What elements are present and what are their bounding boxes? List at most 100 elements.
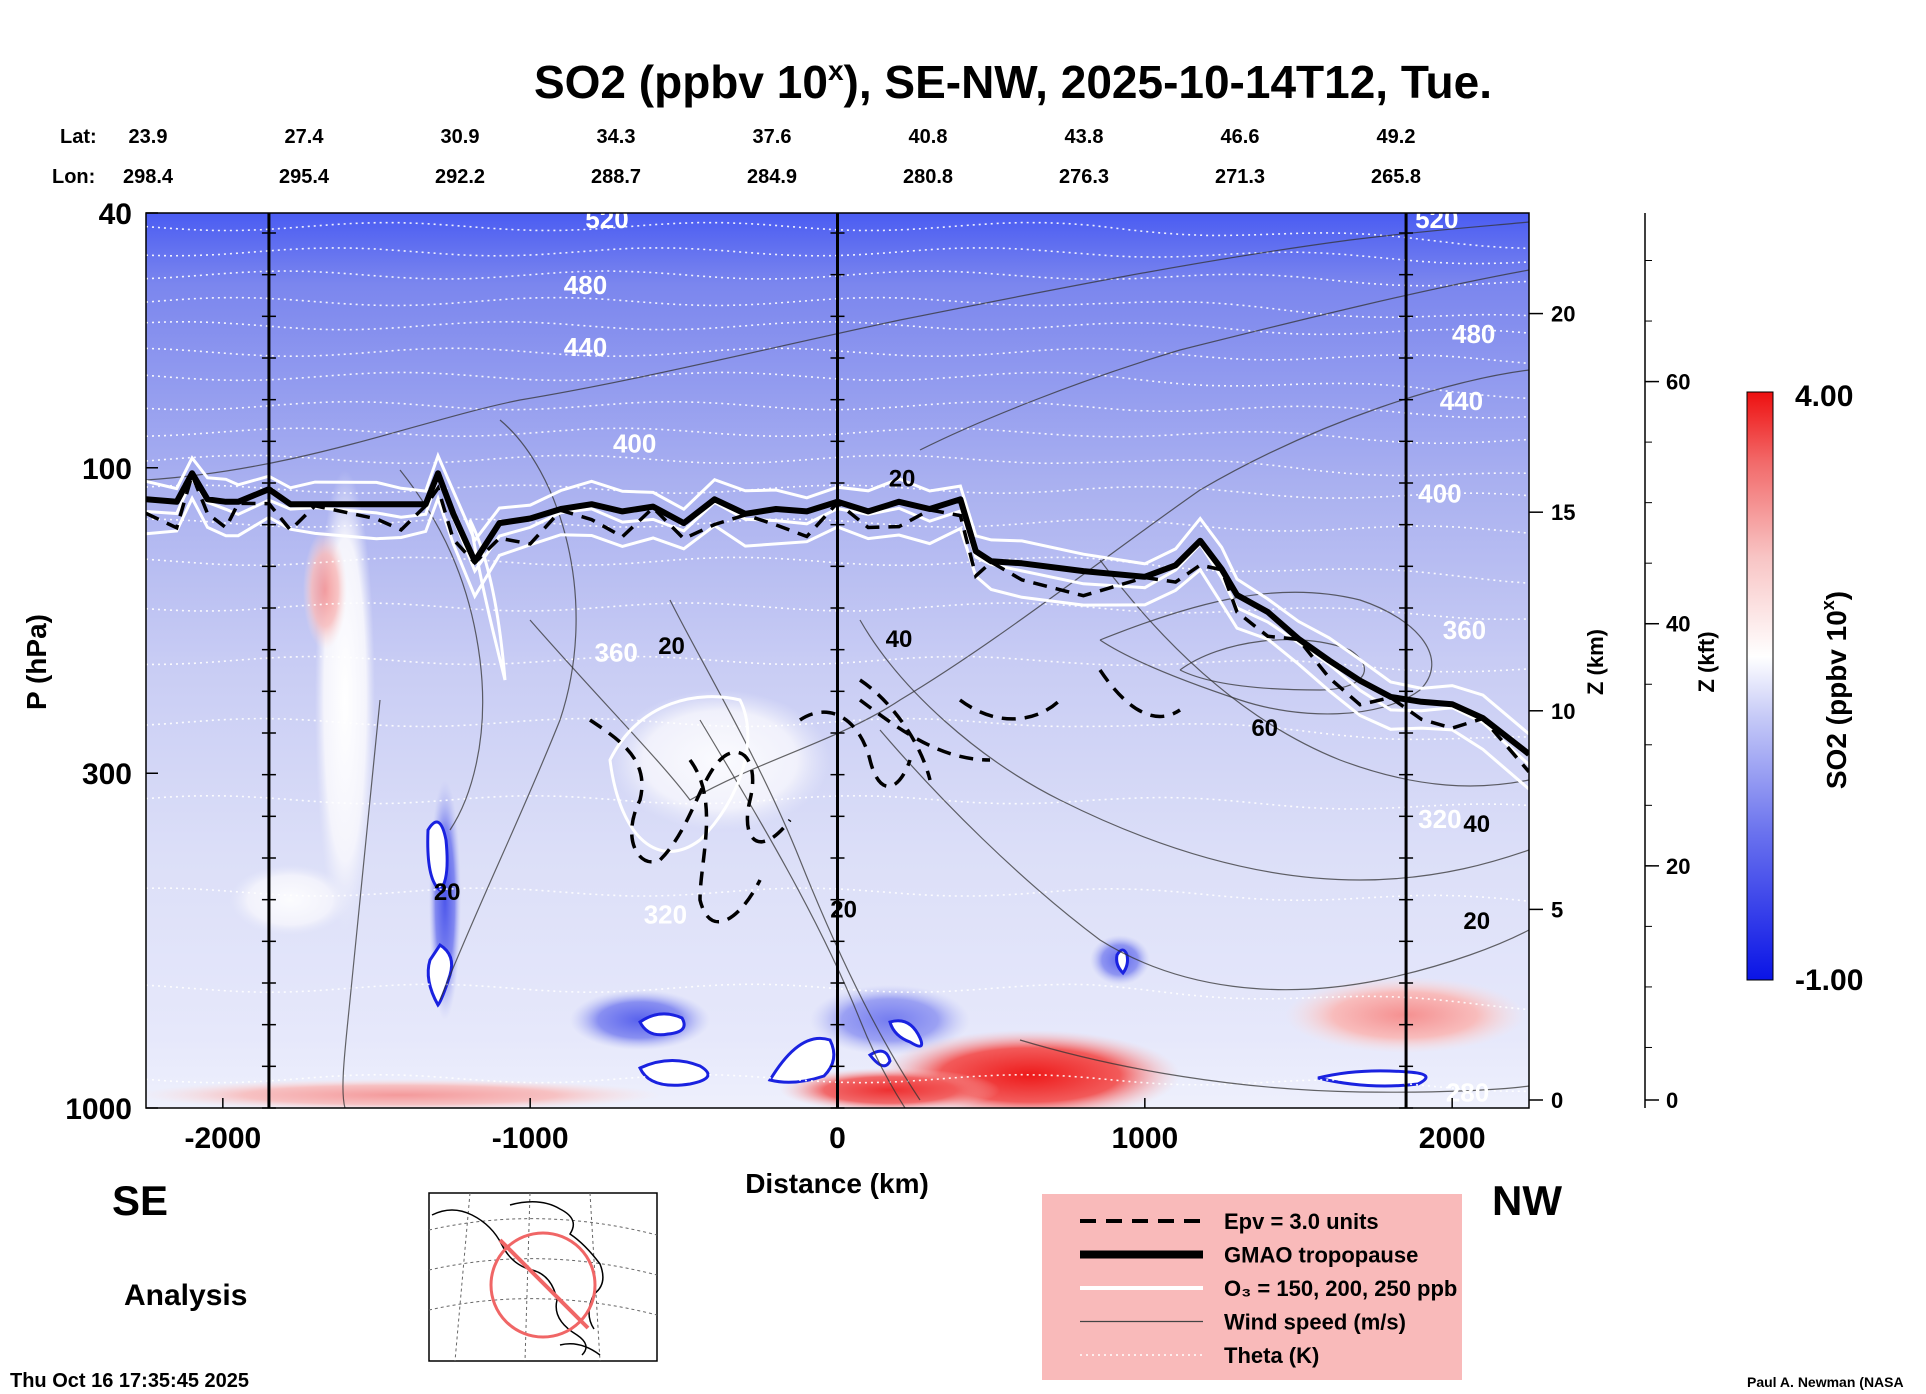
wind-contour bbox=[1099, 559, 1529, 787]
wind-contour bbox=[1099, 591, 1433, 715]
lat-value: 27.4 bbox=[285, 126, 325, 148]
wind-contour bbox=[879, 729, 1529, 991]
theta-label: 320 bbox=[644, 899, 687, 929]
chart-title: SO2 (ppbv 10x), SE-NW, 2025-10-14T12, Tu… bbox=[534, 55, 1492, 108]
so2-blob-red-surface2 bbox=[780, 1068, 1000, 1108]
lat-value: 23.9 bbox=[129, 126, 168, 148]
wind-label: 20 bbox=[830, 897, 857, 924]
so2-white-patch-1 bbox=[426, 820, 449, 892]
theta-label: 280 bbox=[1446, 1078, 1489, 1108]
lon-value: 265.8 bbox=[1371, 166, 1421, 188]
map-track-circle bbox=[489, 1231, 597, 1339]
wind-contour bbox=[1019, 1039, 1529, 1093]
contour-labels: 520 480 440 400 360 320 520 480 440 400 360 320 280 2… bbox=[434, 204, 1496, 1108]
theta-label: 440 bbox=[1440, 386, 1483, 416]
lat-label: Lat: bbox=[60, 126, 97, 148]
colorbar-title: SO2 (ppbv 10x) bbox=[1818, 591, 1852, 789]
z-km-tick-label: 20 bbox=[1551, 302, 1575, 327]
wind-label: 60 bbox=[1251, 715, 1278, 742]
theta-label: 320 bbox=[1418, 804, 1461, 834]
wind-label: 20 bbox=[434, 879, 461, 906]
x-tick-label: -1000 bbox=[492, 1122, 569, 1155]
x-tick-label: 2000 bbox=[1419, 1122, 1486, 1155]
theta-label: 520 bbox=[585, 204, 628, 234]
lon-value: 271.3 bbox=[1215, 166, 1265, 188]
analysis-label: Analysis bbox=[124, 1279, 247, 1312]
z-km-tick-label: 15 bbox=[1551, 500, 1575, 525]
wind-contour bbox=[529, 369, 1529, 801]
so2-white-patch-9 bbox=[1317, 1069, 1428, 1088]
lon-value: 288.7 bbox=[591, 166, 641, 188]
lon-value: 284.9 bbox=[747, 166, 797, 188]
lat-value: 49.2 bbox=[1377, 126, 1416, 148]
lat-value: 46.6 bbox=[1221, 126, 1260, 148]
lon-value: 280.8 bbox=[903, 166, 953, 188]
theta-label: 480 bbox=[1452, 319, 1495, 349]
epv-contour bbox=[799, 710, 912, 788]
wind-contour bbox=[699, 719, 906, 1108]
se-label: SE bbox=[112, 1177, 168, 1224]
so2-blob-blue-low2 bbox=[810, 985, 970, 1055]
wind-contour bbox=[439, 419, 577, 1001]
y-tick-label: 300 bbox=[82, 758, 132, 791]
x-axis-title: Distance (km) bbox=[745, 1168, 929, 1199]
so2-blob-white-left bbox=[230, 865, 350, 935]
colorbar-max-label: 4.00 bbox=[1795, 380, 1853, 413]
z-km-axis-title: Z (km) bbox=[1583, 629, 1608, 695]
legend-label: Theta (K) bbox=[1224, 1343, 1319, 1368]
lon-value: 276.3 bbox=[1059, 166, 1109, 188]
legend: Epv = 3.0 units GMAO tropopause O₃ = 150, … bbox=[1042, 1194, 1462, 1380]
wind-label: 40 bbox=[1463, 811, 1490, 838]
y-tick-label: 100 bbox=[82, 453, 132, 486]
theta-label: 520 bbox=[1415, 204, 1458, 234]
wind-contour bbox=[146, 221, 1529, 481]
y-axis-title: P (hPa) bbox=[21, 614, 52, 710]
epv-contour bbox=[858, 698, 991, 762]
lon-label: Lon: bbox=[52, 166, 95, 188]
z-kft-tick-label: 60 bbox=[1666, 370, 1690, 395]
theta-label: 360 bbox=[1443, 615, 1486, 645]
lat-lon-header: Lat: Lon: 23.9 298.4 27.4 295.4 30.9 292.2 34.… bbox=[52, 126, 1421, 188]
colorbar-min-label: -1.00 bbox=[1795, 964, 1863, 997]
z-km-tick-label: 5 bbox=[1551, 897, 1563, 922]
z-kft-axis-title: Z (kft) bbox=[1694, 631, 1719, 692]
wind-label: 20 bbox=[658, 633, 685, 660]
lon-value: 295.4 bbox=[279, 166, 330, 188]
legend-label: Epv = 3.0 units bbox=[1224, 1209, 1379, 1234]
nw-label: NW bbox=[1492, 1177, 1562, 1224]
ozone-contour bbox=[146, 494, 1529, 791]
y-tick-label: 1000 bbox=[65, 1093, 132, 1126]
epv-contour bbox=[1098, 669, 1181, 719]
colorbar-gradient bbox=[1746, 391, 1774, 981]
map-track-line bbox=[498, 1238, 590, 1330]
legend-label: GMAO tropopause bbox=[1224, 1243, 1418, 1268]
so2-white-patch-2 bbox=[426, 942, 454, 1008]
lat-value: 43.8 bbox=[1065, 126, 1104, 148]
so2-blob-pink-surface bbox=[146, 1079, 660, 1108]
z-km-tick-label: 10 bbox=[1551, 699, 1575, 724]
tropopause-path bbox=[146, 470, 1529, 757]
wind-contour bbox=[342, 699, 381, 1108]
x-tick-label: -2000 bbox=[184, 1122, 261, 1155]
so2-white-patch-7 bbox=[888, 1019, 924, 1048]
lat-value: 40.8 bbox=[909, 126, 948, 148]
wind-contour bbox=[919, 269, 1529, 451]
theta-label: 440 bbox=[564, 332, 607, 362]
theta-label: 360 bbox=[595, 637, 638, 667]
lat-value: 30.9 bbox=[441, 126, 480, 148]
wind-contour bbox=[669, 599, 921, 1101]
colorbar: 4.00 -1.00 SO2 (ppbv 10x) bbox=[1746, 380, 1863, 997]
wind-contour bbox=[399, 469, 484, 831]
x-tick-label: 1000 bbox=[1111, 1122, 1178, 1155]
wind-label: 20 bbox=[889, 466, 916, 493]
so2-white-patch-4 bbox=[638, 1059, 710, 1087]
z-kft-tick-label: 20 bbox=[1666, 854, 1690, 879]
theta-label: 400 bbox=[1418, 478, 1461, 508]
tropopause-line bbox=[146, 470, 1529, 757]
credit: Paul A. Newman (NASA bbox=[1747, 1374, 1904, 1390]
z-kft-tick-label: 0 bbox=[1666, 1088, 1678, 1113]
timestamp: Thu Oct 16 17:35:45 2025 bbox=[10, 1370, 249, 1392]
x-tick-label: 0 bbox=[829, 1122, 846, 1155]
epv-contour bbox=[859, 678, 932, 781]
